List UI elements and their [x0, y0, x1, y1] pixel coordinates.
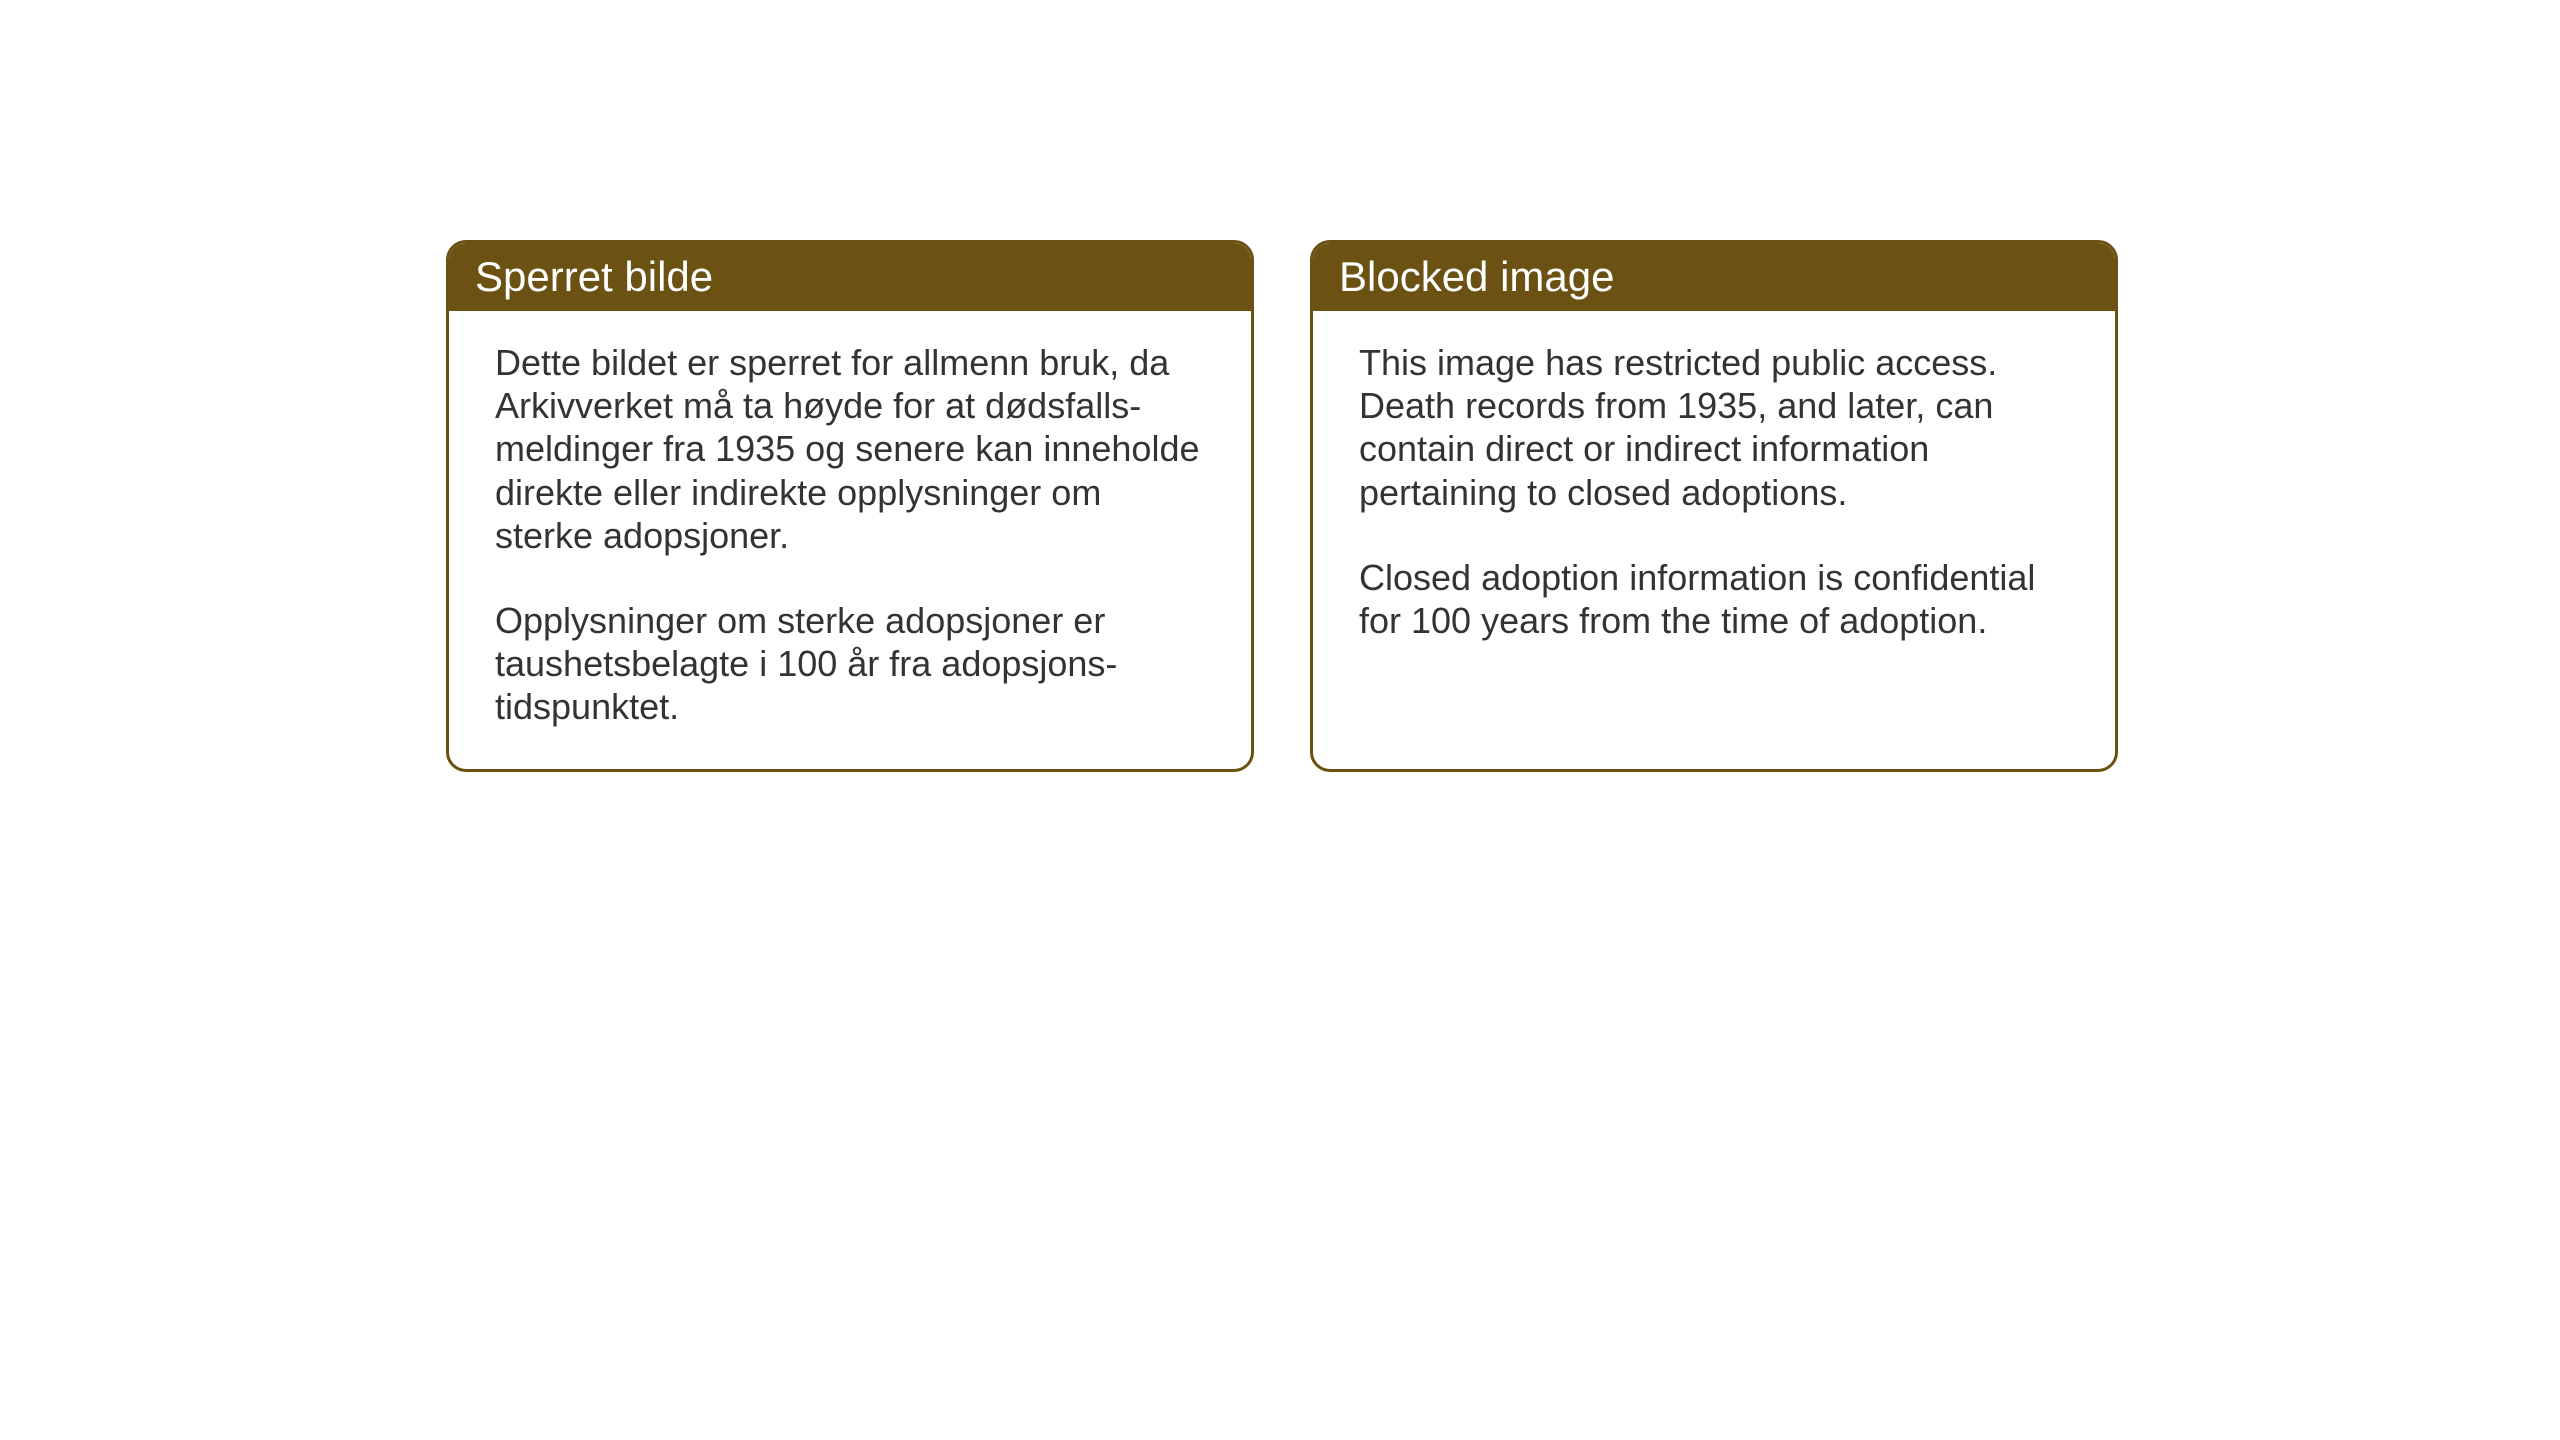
english-paragraph-1: This image has restricted public access.… — [1359, 341, 2069, 514]
english-paragraph-2: Closed adoption information is confident… — [1359, 556, 2069, 642]
english-card-body: This image has restricted public access.… — [1313, 311, 2115, 751]
info-cards-container: Sperret bilde Dette bildet er sperret fo… — [0, 0, 2560, 772]
english-card-title: Blocked image — [1313, 243, 2115, 311]
norwegian-card-body: Dette bildet er sperret for allmenn bruk… — [449, 311, 1251, 769]
norwegian-paragraph-1: Dette bildet er sperret for allmenn bruk… — [495, 341, 1205, 557]
norwegian-card-title: Sperret bilde — [449, 243, 1251, 311]
norwegian-info-card: Sperret bilde Dette bildet er sperret fo… — [446, 240, 1254, 772]
norwegian-paragraph-2: Opplysninger om sterke adopsjoner er tau… — [495, 599, 1205, 729]
english-info-card: Blocked image This image has restricted … — [1310, 240, 2118, 772]
